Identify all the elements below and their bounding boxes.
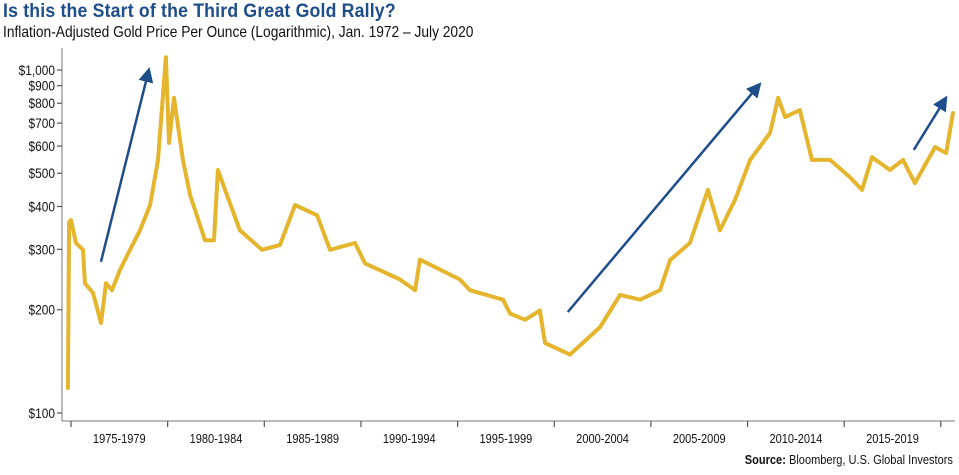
data-point	[74, 241, 78, 245]
data-point	[69, 218, 73, 222]
data-point	[638, 297, 642, 302]
data-point	[413, 288, 417, 293]
data-point	[216, 168, 220, 172]
x-tick-label: 2000-2004	[576, 431, 629, 446]
data-point	[278, 243, 282, 247]
data-point	[118, 268, 122, 272]
data-point	[748, 158, 752, 162]
data-point	[418, 257, 422, 262]
data-point	[188, 193, 192, 197]
data-point	[138, 228, 142, 233]
data-point	[83, 281, 87, 286]
data-point	[860, 188, 864, 192]
rally-arrow	[912, 95, 948, 151]
data-point	[508, 311, 512, 316]
data-point	[598, 325, 602, 329]
rally-arrow	[566, 82, 762, 313]
data-point	[104, 281, 108, 286]
data-point	[706, 188, 710, 192]
x-tick-label: 1985-1989	[286, 431, 339, 446]
x-tick-label: 1980-1984	[190, 431, 243, 446]
y-tick-label: $200	[29, 302, 55, 318]
x-tick-label: 2005-2009	[673, 431, 726, 446]
x-tick-label: 2010-2014	[769, 431, 822, 446]
data-point	[828, 158, 832, 162]
data-point	[618, 293, 622, 297]
data-point	[668, 258, 672, 262]
data-point	[353, 241, 357, 245]
data-point	[543, 341, 547, 345]
y-tick-label: $400	[29, 199, 55, 215]
data-point	[212, 238, 216, 242]
y-tick-label: $900	[29, 78, 55, 94]
data-point	[768, 131, 772, 135]
source-text: Bloomberg, U.S. Global Investors	[789, 452, 953, 467]
data-point	[238, 228, 242, 233]
y-tick-label: $700	[29, 115, 55, 131]
x-tick-label: 1990-1994	[383, 431, 436, 446]
data-point	[66, 386, 70, 391]
data-point	[91, 291, 95, 295]
data-point	[538, 308, 542, 313]
data-point	[501, 297, 505, 302]
data-point	[81, 248, 85, 252]
data-point	[203, 238, 207, 242]
y-tick-label: $800	[29, 95, 55, 111]
data-point	[688, 241, 692, 245]
data-point	[913, 181, 917, 185]
data-point	[798, 108, 802, 112]
data-point	[933, 145, 937, 149]
data-point	[164, 55, 168, 59]
chart-title: Is this the Start of the Third Great Gol…	[3, 1, 396, 22]
data-point	[148, 203, 152, 207]
y-tick-label: $300	[29, 241, 55, 257]
rally-arrow	[99, 67, 154, 263]
data-point	[293, 203, 297, 207]
data-point	[944, 151, 948, 155]
data-point	[870, 155, 874, 159]
data-point	[398, 277, 402, 282]
data-point	[901, 158, 905, 162]
gold-price-line	[65, 55, 955, 389]
data-point	[156, 158, 160, 162]
y-tick-label: $600	[29, 138, 55, 154]
data-point	[810, 158, 814, 162]
data-point	[172, 96, 176, 100]
data-point	[128, 248, 132, 252]
data-point	[181, 158, 185, 162]
data-point	[658, 288, 662, 293]
data-point	[848, 175, 852, 179]
data-point	[733, 198, 737, 202]
data-point	[718, 228, 722, 233]
data-point	[167, 141, 171, 145]
data-point	[783, 115, 787, 119]
data-point	[776, 96, 780, 100]
data-point	[223, 188, 227, 192]
y-tick-label: $100	[29, 405, 55, 421]
chart-subtitle: Inflation-Adjusted Gold Price Per Ounce …	[3, 24, 474, 41]
x-tick-label: 2015-2019	[866, 431, 919, 446]
y-tick-label: $500	[29, 165, 55, 181]
data-point	[951, 111, 955, 115]
data-point	[458, 277, 462, 282]
data-point	[110, 288, 114, 293]
x-tick-label: 1975-1979	[93, 431, 146, 446]
data-point	[468, 288, 472, 293]
source-note: Source: Bloomberg, U.S. Global Investors	[745, 452, 953, 467]
data-point	[523, 317, 527, 322]
y-tick-label: $1,000	[19, 62, 55, 78]
source-label: Source:	[744, 452, 786, 467]
x-tick-label: 1995-1999	[480, 431, 533, 446]
data-point	[328, 248, 332, 252]
data-point	[99, 321, 103, 325]
data-point	[568, 352, 572, 357]
data-point	[363, 261, 367, 266]
data-point	[888, 168, 892, 172]
data-point	[260, 248, 264, 252]
data-point	[315, 213, 319, 218]
